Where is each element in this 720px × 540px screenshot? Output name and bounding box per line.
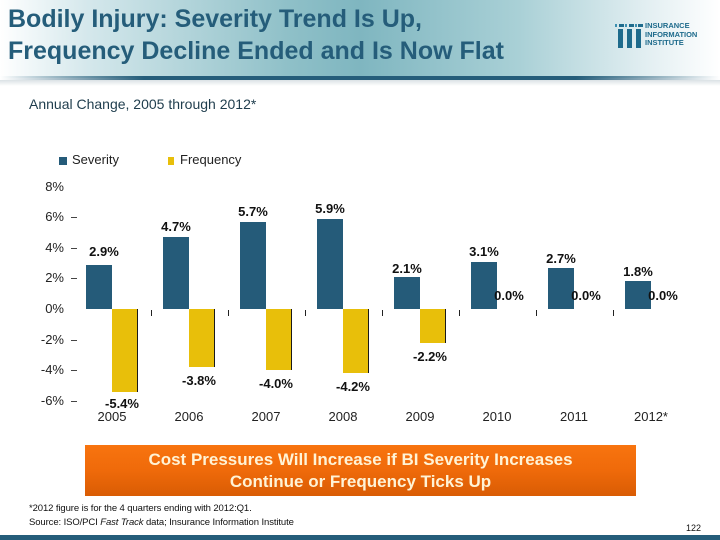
severity-data-label: 2.7% <box>546 250 576 266</box>
y-tick-label: -6% <box>40 392 64 408</box>
x-tick-label: 2011 <box>560 409 588 424</box>
severity-data-label: 1.8% <box>623 264 653 280</box>
severity-data-label: 2.1% <box>392 260 422 276</box>
header-band <box>0 0 720 78</box>
y-tick-label: -4% <box>40 362 64 378</box>
frequency-data-label: -4.2% <box>336 379 370 395</box>
y-tick-label: 6% <box>45 209 64 225</box>
page-number: 122 <box>686 523 702 533</box>
frequency-data-label: -5.4% <box>105 395 139 411</box>
severity-bar <box>394 276 420 309</box>
severity-bar <box>317 218 343 309</box>
frequency-bar <box>420 309 446 343</box>
frequency-data-label: -3.8% <box>182 373 216 389</box>
frequency-bar <box>112 309 138 392</box>
source-note: Source: ISO/PCI Fast Track data; Insuran… <box>29 517 294 528</box>
header-shadow <box>0 80 720 86</box>
legend-swatch-frequency <box>168 157 174 165</box>
y-tick-label: 0% <box>45 301 64 316</box>
logo-line-2: INFORMATION <box>645 29 698 39</box>
severity-bar <box>163 237 189 309</box>
banner-line-1: Cost Pressures Will Increase if BI Sever… <box>148 449 573 469</box>
banner-line-2: Continue or Frequency Ticks Up <box>229 471 492 491</box>
y-tick-mark <box>71 370 77 372</box>
severity-bar <box>86 264 112 309</box>
severity-bar <box>548 267 574 309</box>
source-suffix: data; Insurance Information Institute <box>143 517 294 528</box>
category-tick <box>459 310 460 316</box>
logo-text: INSURANCE INFORMATION INSTITUTE <box>645 21 698 48</box>
x-tick-label: 2010 <box>482 409 512 424</box>
frequency-data-label: -2.2% <box>413 348 447 364</box>
severity-bar <box>240 221 266 309</box>
iii-logo-icon <box>615 24 643 48</box>
x-tick-label: 2009 <box>405 409 435 424</box>
callout-banner: Cost Pressures Will Increase if BI Sever… <box>85 445 636 496</box>
y-tick-label: 2% <box>45 270 64 286</box>
legend-swatch-severity <box>59 157 67 165</box>
chart-title: Annual Change, 2005 through 2012* <box>29 96 257 112</box>
iii-logo: INSURANCE INFORMATION INSTITUTE <box>614 21 714 54</box>
legend-label-severity: Severity <box>72 152 119 167</box>
page-title: Bodily Injury: Severity Trend Is Up, Fre… <box>8 3 608 67</box>
severity-data-label: 5.9% <box>315 200 345 216</box>
frequency-data-label: 0.0% <box>494 288 524 303</box>
category-tick <box>613 310 614 316</box>
category-tick <box>536 310 537 316</box>
x-tick-label: 2012* <box>634 409 668 424</box>
frequency-data-label: -4.0% <box>259 376 293 392</box>
footer-band <box>0 535 720 540</box>
page-title-line-2: Frequency Decline Ended and Is Now Flat <box>8 37 504 65</box>
y-tick-mark <box>71 217 77 219</box>
y-tick-label: 8% <box>45 178 64 194</box>
frequency-bar <box>189 309 215 368</box>
frequency-data-label: 0.0% <box>648 288 678 303</box>
category-tick <box>305 310 306 316</box>
frequency-bar <box>343 309 369 374</box>
page-title-line-1: Bodily Injury: Severity Trend Is Up, <box>8 5 422 33</box>
severity-bar <box>471 261 497 309</box>
category-tick <box>382 310 383 316</box>
frequency-bar <box>266 309 292 371</box>
y-tick-mark <box>71 278 77 280</box>
x-tick-label: 2006 <box>174 409 204 424</box>
y-tick-label: 4% <box>45 239 64 255</box>
severity-data-label: 4.7% <box>161 219 191 235</box>
footnote-2012: *2012 figure is for the 4 quarters endin… <box>29 503 252 514</box>
y-tick-mark <box>71 247 77 249</box>
y-tick-label: -2% <box>40 331 64 347</box>
source-italic: Fast Track <box>100 517 144 528</box>
legend-label-frequency: Frequency <box>180 152 242 167</box>
logo-line-3: INSTITUTE <box>645 38 684 47</box>
severity-bar <box>625 281 651 309</box>
source-prefix: Source: ISO/PCI <box>29 517 101 528</box>
severity-data-label: 5.7% <box>238 203 268 219</box>
x-tick-label: 2005 <box>97 409 127 424</box>
x-tick-label: 2008 <box>328 409 358 424</box>
x-tick-label: 2007 <box>251 409 281 424</box>
y-tick-mark <box>71 400 77 402</box>
logo-line-1: INSURANCE <box>645 21 690 30</box>
category-tick <box>228 310 229 316</box>
y-tick-mark <box>71 339 77 341</box>
severity-data-label: 2.9% <box>89 243 119 259</box>
severity-data-label: 3.1% <box>469 243 499 259</box>
frequency-data-label: 0.0% <box>571 288 601 303</box>
category-tick <box>151 310 152 316</box>
header-divider <box>0 76 720 80</box>
